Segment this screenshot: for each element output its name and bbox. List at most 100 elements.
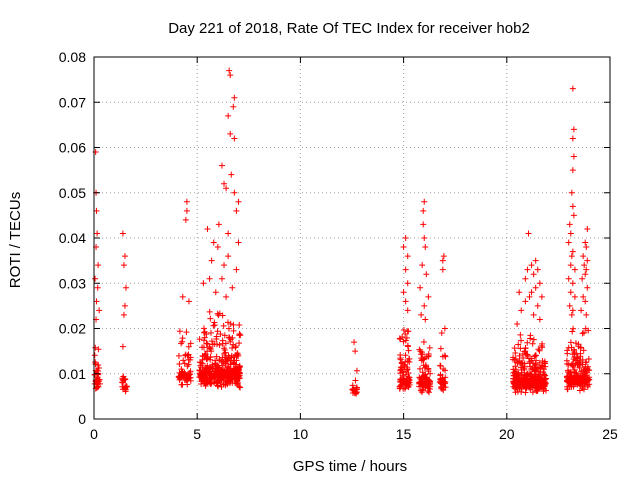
data-point: [208, 257, 215, 264]
data-point: [183, 329, 190, 336]
data-point: [422, 244, 429, 251]
y-axis-title: ROTI / TECUs: [7, 192, 24, 288]
data-point: [535, 373, 542, 380]
data-point: [207, 345, 214, 352]
data-point: [236, 331, 243, 338]
data-point: [210, 322, 217, 329]
data-point: [227, 72, 234, 79]
data-point: [214, 244, 221, 251]
data-point: [576, 360, 583, 367]
data-point: [94, 284, 101, 291]
data-point: [230, 103, 237, 110]
data-point: [218, 162, 225, 169]
data-point: [95, 346, 102, 353]
data-point: [230, 341, 237, 348]
data-point: [520, 365, 527, 372]
data-point: [404, 375, 411, 382]
data-point: [568, 189, 575, 196]
data-point: [518, 385, 525, 392]
data-point: [225, 325, 232, 332]
data-point: [586, 367, 593, 374]
data-point: [217, 379, 224, 386]
data-point: [94, 230, 101, 237]
data-point: [227, 361, 234, 368]
y-tick-label: 0.02: [59, 321, 86, 337]
data-point: [213, 335, 220, 342]
data-point: [122, 284, 129, 291]
data-point: [400, 338, 407, 345]
data-point: [418, 379, 425, 386]
data-point: [569, 360, 576, 367]
data-point: [569, 85, 576, 92]
data-point: [400, 289, 407, 296]
data-point: [517, 364, 524, 371]
data-point: [514, 385, 521, 392]
data-point: [438, 330, 445, 337]
data-point: [175, 352, 182, 359]
data-point: [219, 354, 226, 361]
data-point: [203, 356, 210, 363]
data-point: [180, 357, 187, 364]
data-point: [515, 341, 522, 348]
data-point: [583, 266, 590, 273]
data-point: [532, 361, 539, 368]
data-point: [229, 345, 236, 352]
data-point: [404, 342, 411, 349]
data-point: [350, 385, 357, 392]
data-point: [213, 353, 220, 360]
data-point: [206, 366, 213, 373]
data-point: [582, 239, 589, 246]
data-point: [534, 266, 541, 273]
data-point: [221, 180, 228, 187]
data-point: [421, 364, 428, 371]
data-point: [397, 352, 404, 359]
data-point: [351, 339, 358, 346]
data-point: [96, 307, 103, 314]
x-tick-label: 5: [193, 426, 201, 442]
data-point: [402, 235, 409, 241]
data-point: [541, 371, 548, 378]
data-point: [416, 365, 423, 372]
data-point: [579, 275, 586, 282]
data-point: [524, 266, 531, 273]
data-point: [214, 310, 221, 317]
data-point: [567, 262, 574, 269]
data-point: [566, 221, 573, 228]
data-point: [527, 335, 534, 342]
data-point: [231, 94, 238, 101]
data-point: [400, 378, 407, 385]
data-point: [201, 353, 208, 360]
data-point: [119, 379, 126, 386]
data-point: [565, 275, 572, 282]
data-point: [211, 319, 218, 326]
data-point: [91, 352, 98, 359]
data-point: [515, 382, 522, 389]
data-point: [518, 337, 525, 344]
data-point: [205, 365, 212, 372]
data-point: [519, 378, 526, 385]
data-point: [513, 371, 520, 378]
data-point: [570, 126, 577, 133]
data-point: [187, 368, 194, 375]
data-point: [404, 253, 411, 260]
y-tick-label: 0.07: [59, 94, 86, 110]
data-point: [178, 340, 185, 347]
data-point: [233, 357, 240, 364]
data-point: [427, 370, 434, 377]
data-point: [213, 341, 220, 348]
y-tick-label: 0: [78, 411, 86, 427]
data-point: [405, 328, 412, 335]
data-point: [201, 369, 208, 376]
data-point: [541, 366, 548, 373]
data-point: [397, 370, 404, 377]
data-point: [569, 307, 576, 314]
data-point: [221, 345, 228, 352]
data-point: [572, 340, 579, 347]
data-point: [522, 345, 529, 352]
data-point: [580, 386, 587, 393]
data-point: [218, 275, 225, 282]
axis-ticks: 0 5 10 15 20 25 0 0.01 0.02 0.03 0.04 0.05 0.06 0.07 0…: [59, 49, 618, 442]
data-point: [222, 340, 229, 347]
data-point: [215, 374, 222, 381]
data-point: [122, 388, 129, 395]
